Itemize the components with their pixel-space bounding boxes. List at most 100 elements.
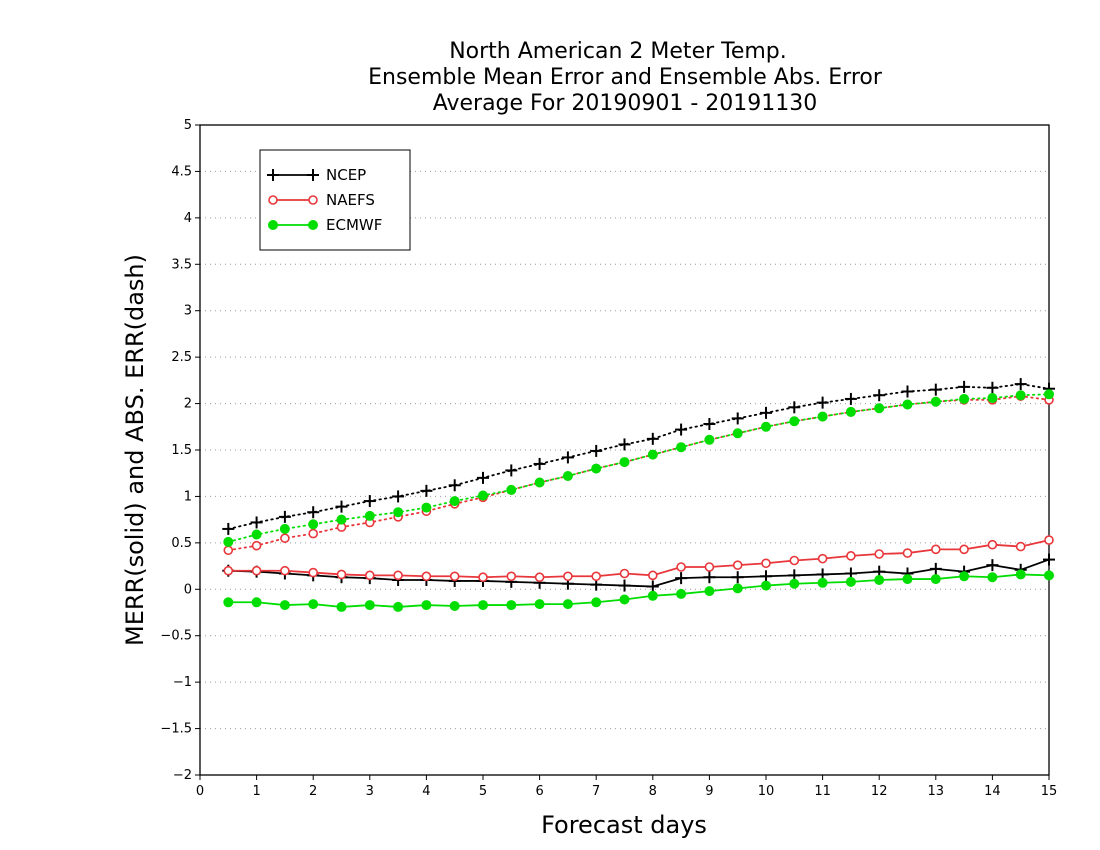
naefs-merr-point [817, 553, 828, 564]
x-tick-label: 2 [309, 784, 317, 799]
ecmwf-merr-point [506, 600, 517, 611]
ecmwf-abs-err-point [421, 502, 432, 513]
ecmwf-abs-err-point [506, 484, 517, 495]
ecmwf-abs-err-point [987, 393, 998, 403]
naefs-abs-err-point [223, 545, 234, 556]
ncep-merr-point [986, 559, 999, 572]
legend-marker-end [307, 169, 319, 181]
naefs-abs-err-point [280, 533, 290, 544]
y-axis-title: MERR(solid) and ABS. ERR(dash) [121, 254, 149, 646]
ncep-abs-err-point [561, 451, 574, 464]
ecmwf-abs-err-line [227, 393, 1050, 543]
ecmwf-merr-point [534, 599, 545, 610]
x-tick-label: 14 [984, 784, 1001, 799]
ecmwf-abs-err-point [478, 490, 488, 501]
y-tick-label: −2 [173, 768, 192, 783]
x-tick-label: 6 [535, 784, 543, 799]
naefs-abs-err-line [227, 395, 1050, 552]
ncep-abs-err-point [448, 479, 461, 492]
x-tick-label: 15 [1041, 784, 1058, 799]
naefs-merr-point [732, 560, 743, 570]
ecmwf-merr-point [647, 590, 658, 601]
ecmwf-abs-err-point [874, 403, 885, 414]
ecmwf-merr-point [761, 580, 771, 591]
ncep-abs-err-point [958, 380, 971, 393]
legend-item-naefs: NAEFS [268, 191, 375, 209]
naefs-merr-point [421, 571, 432, 582]
plot-series [222, 378, 1055, 612]
ecmwf-merr-point [817, 577, 828, 588]
ncep-abs-err-point [929, 383, 942, 396]
ncep-abs-err-point [873, 389, 886, 402]
y-tick-label: 5 [184, 118, 192, 133]
ecmwf-merr-point [364, 600, 375, 611]
ecmwf-abs-err-point [279, 523, 290, 534]
naefs-merr-point [987, 539, 998, 550]
ecmwf-merr-point [591, 597, 602, 608]
x-tick-label: 4 [422, 784, 430, 799]
ecmwf-merr-point [789, 578, 800, 589]
naefs-merr-point [761, 558, 771, 569]
ecmwf-abs-err-point [1044, 389, 1054, 400]
naefs-merr-point [393, 570, 403, 581]
ncep-abs-err-point [250, 516, 263, 529]
ncep-abs-err-point [477, 471, 489, 484]
naefs-merr-point [647, 570, 658, 581]
naefs-merr-point [223, 565, 234, 576]
naefs-merr-point [902, 548, 913, 558]
x-axis-title: Forecast days [541, 811, 707, 839]
ecmwf-merr-point [959, 571, 970, 582]
y-tick-label: 3.5 [171, 257, 192, 272]
ncep-abs-err-point [646, 432, 659, 445]
naefs-merr-point [251, 565, 262, 576]
naefs-merr-point [308, 567, 319, 578]
ecmwf-abs-err-point [223, 536, 234, 547]
naefs-merr-point [478, 572, 488, 583]
y-tick-label: 3 [184, 304, 192, 319]
ncep-abs-err-point [420, 484, 433, 497]
legend-label-naefs: NAEFS [326, 191, 375, 209]
naefs-merr-point [280, 565, 290, 576]
ecmwf-abs-err-point [732, 428, 743, 439]
y-tick-label: −1.5 [160, 722, 192, 737]
x-tick-label: 7 [592, 784, 600, 799]
ncep-abs-err-point [703, 418, 716, 430]
ecmwf-abs-err-point [676, 442, 687, 453]
naefs-merr-point [591, 571, 602, 582]
naefs-merr-point [506, 571, 517, 582]
ncep-abs-err-point [392, 490, 405, 503]
ecmwf-abs-err-point [336, 514, 347, 525]
ecmwf-merr-point [930, 574, 941, 585]
chart-title-line-1: North American 2 Meter Temp. [449, 39, 787, 64]
ecmwf-merr-line [228, 573, 1050, 608]
ecmwf-abs-err-point [930, 396, 941, 407]
ecmwf-merr-point [251, 597, 262, 608]
ncep-abs-err-point [901, 385, 914, 398]
naefs-merr-line [228, 539, 1050, 579]
ncep-merr-point [760, 570, 772, 583]
ecmwf-merr-point [421, 600, 432, 611]
naefs-merr-point [534, 572, 545, 583]
ncep-abs-err-point [533, 457, 546, 470]
ecmwf-series [223, 389, 1054, 612]
ncep-abs-err-point [788, 401, 801, 414]
naefs-merr-point [563, 571, 573, 582]
y-tick-label: −1 [173, 675, 192, 690]
naefs-merr-point [449, 571, 460, 582]
y-tick-label: 2.5 [171, 350, 192, 365]
ecmwf-merr-point [1044, 570, 1054, 581]
ncep-merr-line [228, 558, 1050, 588]
ncep-abs-err-point [731, 412, 744, 425]
ecmwf-abs-err-point [619, 457, 630, 468]
naefs-merr-point [959, 544, 969, 555]
ecmwf-abs-err-point [562, 471, 573, 481]
ecmwf-merr-point [279, 600, 290, 611]
x-tick-label: 10 [758, 784, 775, 799]
y-tick-label: −0.5 [160, 629, 192, 644]
legend-item-ecmwf: ECMWF [268, 216, 382, 234]
legend-marker-start [268, 195, 278, 205]
naefs-abs-err-point [308, 528, 319, 539]
ecmwf-merr-point [704, 586, 715, 597]
ncep-abs-err-point [760, 406, 772, 419]
